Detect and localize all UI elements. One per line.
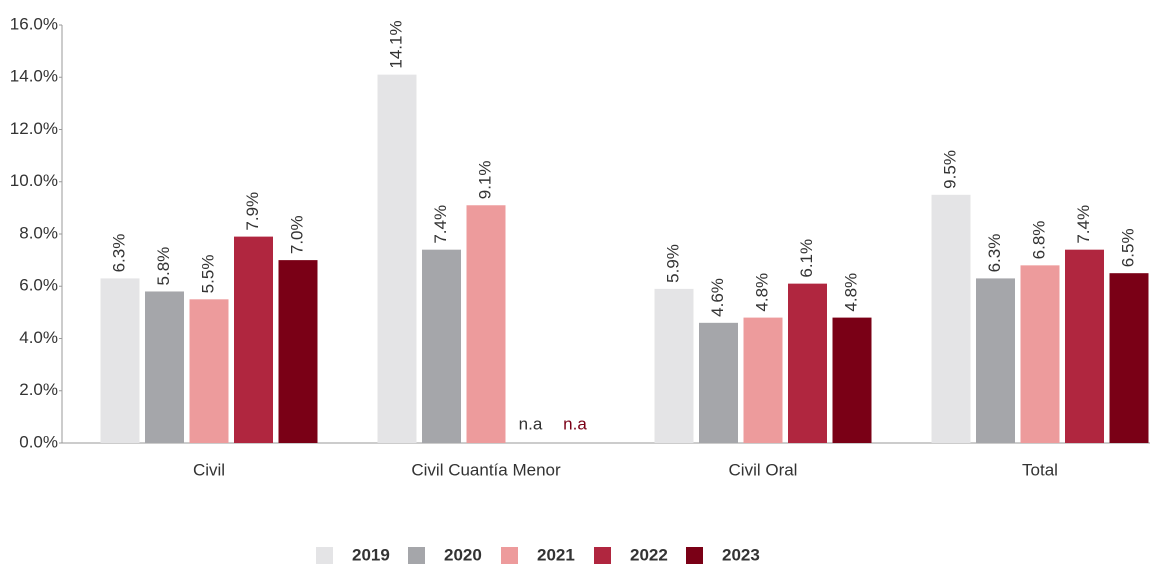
bar [278, 260, 318, 443]
value-label: 6.3% [109, 234, 128, 273]
legend-swatch [316, 547, 333, 564]
bar [1109, 273, 1149, 443]
bar [654, 288, 694, 443]
y-tick-label: 2.0% [19, 380, 58, 399]
bar [377, 74, 417, 443]
bar [832, 317, 872, 443]
bar [145, 291, 184, 443]
bar [189, 299, 229, 443]
y-tick-label: 6.0% [19, 276, 58, 295]
value-label: 9.5% [940, 150, 959, 189]
bar [100, 278, 140, 443]
value-label: 6.8% [1029, 221, 1048, 260]
value-label: 5.8% [154, 247, 173, 286]
bar [422, 249, 461, 443]
value-label: 5.5% [198, 255, 217, 294]
bar [788, 283, 827, 443]
value-label: 6.1% [797, 239, 816, 278]
x-tick-label: Civil [193, 460, 225, 479]
legend-swatch [594, 547, 611, 564]
value-label: 4.8% [752, 273, 771, 312]
bar [234, 236, 273, 443]
legend-label: 2022 [630, 545, 668, 564]
y-tick-label: 8.0% [19, 223, 58, 242]
value-label: n.a [563, 414, 587, 433]
value-label: 7.0% [287, 215, 306, 254]
value-label: n.a [519, 414, 543, 433]
bar [699, 322, 738, 443]
x-tick-label: Total [1022, 460, 1058, 479]
legend-label: 2021 [537, 545, 575, 564]
value-label: 7.9% [243, 192, 262, 231]
legend-label: 2020 [444, 545, 482, 564]
value-label: 6.5% [1118, 228, 1137, 267]
x-tick-label: Civil Oral [729, 460, 798, 479]
legend-swatch [686, 547, 703, 564]
legend-swatch [408, 547, 425, 564]
bar [976, 278, 1015, 443]
value-label: 14.1% [386, 20, 405, 68]
bar [1065, 249, 1104, 443]
y-tick-label: 0.0% [19, 432, 58, 451]
legend-label: 2023 [722, 545, 760, 564]
legend-label: 2019 [352, 545, 390, 564]
value-label: 4.6% [708, 278, 727, 317]
y-tick-label: 4.0% [19, 328, 58, 347]
bar [1020, 265, 1060, 443]
bar [466, 205, 506, 443]
legend-swatch [501, 547, 518, 564]
bar [931, 194, 971, 443]
value-label: 7.4% [431, 205, 450, 244]
value-label: 9.1% [475, 161, 494, 200]
y-tick-label: 12.0% [10, 119, 58, 138]
y-tick-label: 16.0% [10, 14, 58, 33]
value-label: 5.9% [663, 244, 682, 283]
value-label: 7.4% [1074, 205, 1093, 244]
value-label: 4.8% [841, 273, 860, 312]
y-tick-label: 14.0% [10, 67, 58, 86]
y-tick-label: 10.0% [10, 171, 58, 190]
x-tick-label: Civil Cuantía Menor [411, 460, 561, 479]
value-label: 6.3% [985, 234, 1004, 273]
bar [743, 317, 783, 443]
